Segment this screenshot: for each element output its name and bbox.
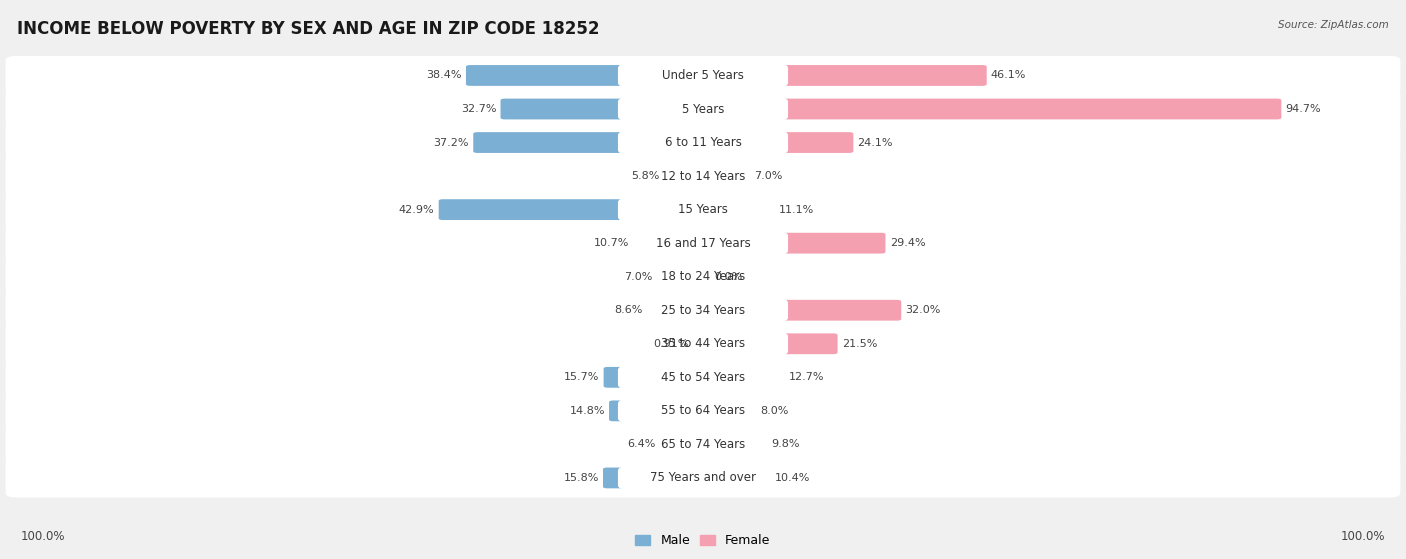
FancyBboxPatch shape	[619, 64, 787, 87]
Text: 0.0%: 0.0%	[714, 272, 742, 282]
FancyBboxPatch shape	[603, 367, 707, 388]
Text: 15.8%: 15.8%	[564, 473, 599, 483]
FancyBboxPatch shape	[6, 56, 1400, 95]
FancyBboxPatch shape	[699, 199, 775, 220]
FancyBboxPatch shape	[501, 98, 707, 120]
FancyBboxPatch shape	[634, 233, 707, 254]
Text: 6 to 11 Years: 6 to 11 Years	[665, 136, 741, 149]
FancyBboxPatch shape	[619, 332, 787, 356]
Legend: Male, Female: Male, Female	[636, 534, 770, 547]
FancyBboxPatch shape	[619, 466, 787, 490]
Text: 12.7%: 12.7%	[789, 372, 824, 382]
Text: 75 Years and over: 75 Years and over	[650, 471, 756, 485]
FancyBboxPatch shape	[699, 434, 766, 455]
FancyBboxPatch shape	[6, 224, 1400, 263]
FancyBboxPatch shape	[619, 265, 787, 288]
Text: 24.1%: 24.1%	[858, 138, 893, 148]
Text: 10.4%: 10.4%	[775, 473, 810, 483]
Text: 15.7%: 15.7%	[564, 372, 599, 382]
FancyBboxPatch shape	[6, 257, 1400, 296]
FancyBboxPatch shape	[6, 123, 1400, 162]
Text: INCOME BELOW POVERTY BY SEX AND AGE IN ZIP CODE 18252: INCOME BELOW POVERTY BY SEX AND AGE IN Z…	[17, 20, 599, 37]
Text: 46.1%: 46.1%	[991, 70, 1026, 80]
FancyBboxPatch shape	[619, 131, 787, 154]
FancyBboxPatch shape	[699, 132, 853, 153]
Text: 0.91%: 0.91%	[654, 339, 689, 349]
FancyBboxPatch shape	[619, 164, 787, 188]
FancyBboxPatch shape	[647, 300, 707, 321]
FancyBboxPatch shape	[6, 458, 1400, 498]
FancyBboxPatch shape	[699, 300, 901, 321]
Text: 7.0%: 7.0%	[754, 171, 782, 181]
FancyBboxPatch shape	[6, 324, 1400, 363]
Text: 65 to 74 Years: 65 to 74 Years	[661, 438, 745, 451]
FancyBboxPatch shape	[439, 199, 707, 220]
FancyBboxPatch shape	[699, 367, 785, 388]
FancyBboxPatch shape	[6, 190, 1400, 229]
FancyBboxPatch shape	[619, 433, 787, 456]
Text: 45 to 54 Years: 45 to 54 Years	[661, 371, 745, 384]
Text: 100.0%: 100.0%	[21, 530, 66, 543]
Text: 29.4%: 29.4%	[890, 238, 925, 248]
Text: 8.6%: 8.6%	[614, 305, 643, 315]
FancyBboxPatch shape	[699, 233, 886, 254]
Text: 12 to 14 Years: 12 to 14 Years	[661, 169, 745, 183]
FancyBboxPatch shape	[699, 165, 749, 187]
FancyBboxPatch shape	[619, 366, 787, 389]
FancyBboxPatch shape	[609, 400, 707, 421]
FancyBboxPatch shape	[699, 467, 770, 489]
FancyBboxPatch shape	[693, 333, 707, 354]
FancyBboxPatch shape	[619, 231, 787, 255]
FancyBboxPatch shape	[659, 434, 707, 455]
Text: 9.8%: 9.8%	[770, 439, 800, 449]
Text: 55 to 64 Years: 55 to 64 Years	[661, 404, 745, 418]
FancyBboxPatch shape	[6, 157, 1400, 196]
FancyBboxPatch shape	[465, 65, 707, 86]
FancyBboxPatch shape	[619, 198, 787, 221]
Text: Source: ZipAtlas.com: Source: ZipAtlas.com	[1278, 20, 1389, 30]
FancyBboxPatch shape	[6, 291, 1400, 330]
Text: 42.9%: 42.9%	[399, 205, 434, 215]
Text: 25 to 34 Years: 25 to 34 Years	[661, 304, 745, 317]
Text: 35 to 44 Years: 35 to 44 Years	[661, 337, 745, 350]
Text: 8.0%: 8.0%	[759, 406, 789, 416]
FancyBboxPatch shape	[6, 89, 1400, 129]
FancyBboxPatch shape	[699, 65, 987, 86]
Text: Under 5 Years: Under 5 Years	[662, 69, 744, 82]
Text: 7.0%: 7.0%	[624, 272, 652, 282]
Text: 32.7%: 32.7%	[461, 104, 496, 114]
Text: 21.5%: 21.5%	[842, 339, 877, 349]
FancyBboxPatch shape	[619, 399, 787, 423]
Text: 100.0%: 100.0%	[1340, 530, 1385, 543]
Text: 6.4%: 6.4%	[627, 439, 655, 449]
Text: 94.7%: 94.7%	[1285, 104, 1322, 114]
FancyBboxPatch shape	[6, 391, 1400, 430]
Text: 37.2%: 37.2%	[433, 138, 470, 148]
Text: 5 Years: 5 Years	[682, 102, 724, 116]
Text: 15 Years: 15 Years	[678, 203, 728, 216]
FancyBboxPatch shape	[474, 132, 707, 153]
FancyBboxPatch shape	[664, 165, 707, 187]
Text: 38.4%: 38.4%	[426, 70, 461, 80]
FancyBboxPatch shape	[619, 299, 787, 322]
FancyBboxPatch shape	[699, 400, 755, 421]
FancyBboxPatch shape	[603, 467, 707, 489]
Text: 5.8%: 5.8%	[631, 171, 659, 181]
FancyBboxPatch shape	[657, 266, 707, 287]
FancyBboxPatch shape	[619, 97, 787, 121]
FancyBboxPatch shape	[699, 98, 1281, 120]
Text: 16 and 17 Years: 16 and 17 Years	[655, 236, 751, 250]
FancyBboxPatch shape	[6, 358, 1400, 397]
Text: 14.8%: 14.8%	[569, 406, 605, 416]
Text: 10.7%: 10.7%	[595, 238, 630, 248]
FancyBboxPatch shape	[699, 333, 838, 354]
Text: 11.1%: 11.1%	[779, 205, 814, 215]
Text: 32.0%: 32.0%	[905, 305, 941, 315]
FancyBboxPatch shape	[6, 425, 1400, 464]
Text: 18 to 24 Years: 18 to 24 Years	[661, 270, 745, 283]
